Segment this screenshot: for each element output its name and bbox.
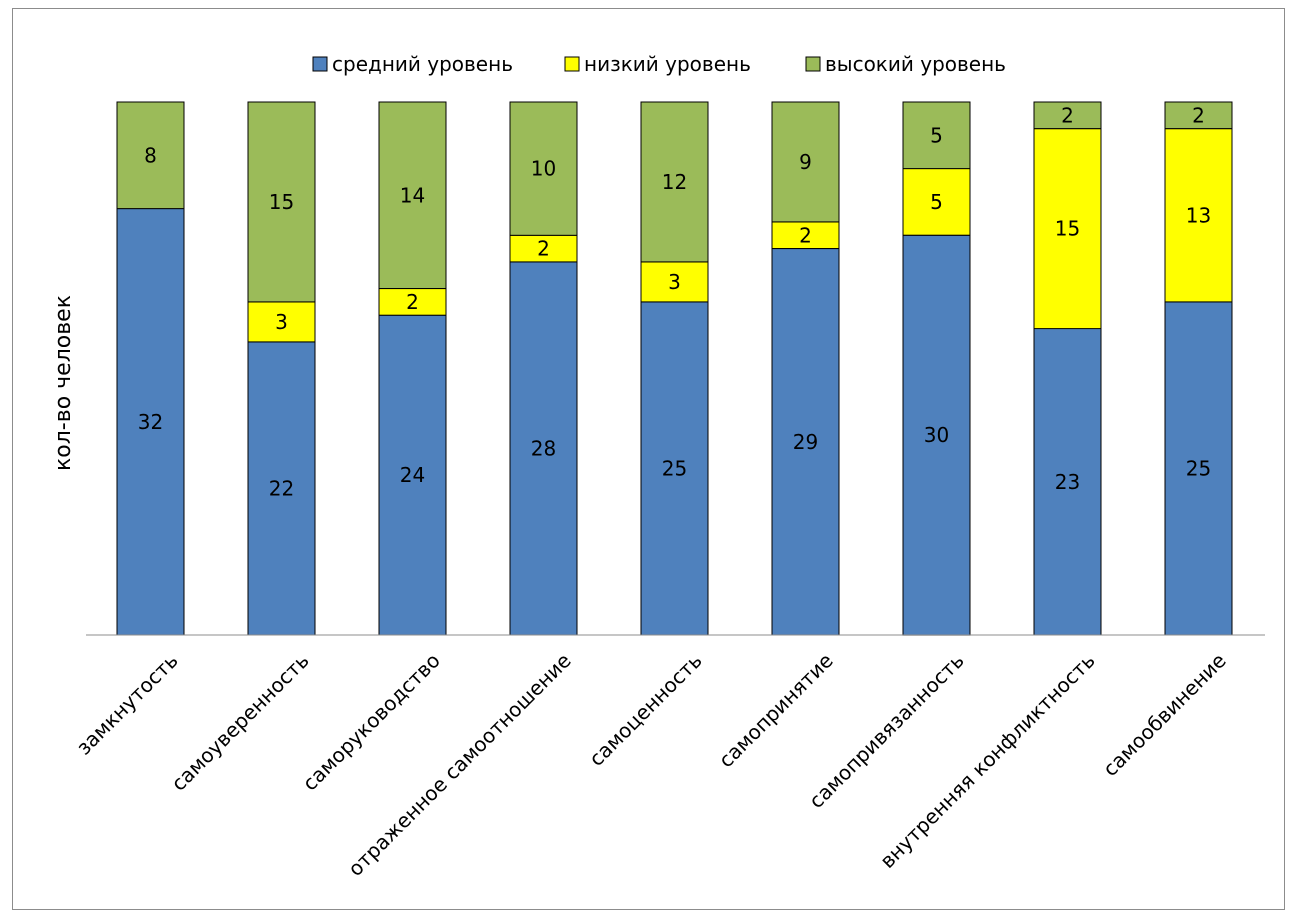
legend: средний уровень низкий уровень высокий уро… <box>312 52 1006 76</box>
data-label-1-9: 25 <box>1186 456 1211 480</box>
bar-segment-1-2 <box>247 341 316 636</box>
data-label-2-9: 13 <box>1186 203 1211 227</box>
bar-segment-3-9 <box>1164 101 1233 130</box>
data-label-1-7: 30 <box>924 423 949 447</box>
bar-segment-1-4 <box>509 261 578 636</box>
data-label-3-6: 9 <box>799 150 812 174</box>
data-label-3-5: 12 <box>662 170 687 194</box>
bar-segment-1-9 <box>1164 301 1233 636</box>
data-label-1-3: 24 <box>400 463 425 487</box>
legend-label-1: средний уровень <box>332 52 513 76</box>
bar-segment-1-1 <box>116 208 185 636</box>
x-tick-label-4: отраженное самоотношение <box>343 648 576 881</box>
bar-segment-2-4 <box>509 234 578 263</box>
bars <box>116 101 1233 636</box>
legend-swatch-3 <box>805 56 821 72</box>
bar-segment-3-6 <box>771 101 840 223</box>
data-label-2-4: 2 <box>537 237 550 261</box>
y-axis-label: кол-во человек <box>51 295 76 471</box>
data-label-1-6: 29 <box>793 430 818 454</box>
data-label-1-5: 25 <box>662 456 687 480</box>
bar-segment-2-8 <box>1033 128 1102 330</box>
bar-segment-3-2 <box>247 101 316 303</box>
x-tick-label-5: самоценность <box>584 648 707 771</box>
data-label-1-4: 28 <box>531 437 556 461</box>
x-tick-label-6: самопринятие <box>714 648 838 772</box>
data-label-3-2: 15 <box>269 190 294 214</box>
legend-swatch-1 <box>312 56 328 72</box>
legend-label-3: высокий уровень <box>825 52 1006 76</box>
bar-segment-3-8 <box>1033 101 1102 130</box>
data-label-3-4: 10 <box>531 157 556 181</box>
data-label-3-1: 8 <box>144 143 157 167</box>
x-axis: замкнутостьсамоуверенностьсаморуководств… <box>72 634 1265 881</box>
data-label-2-2: 3 <box>275 310 288 334</box>
bar-segment-2-2 <box>247 301 316 343</box>
data-label-2-7: 5 <box>930 190 943 214</box>
data-label-2-6: 2 <box>799 223 812 247</box>
data-label-2-8: 15 <box>1055 217 1080 241</box>
bar-segment-1-5 <box>640 301 709 636</box>
legend-swatch-2 <box>564 56 580 72</box>
data-label-3-7: 5 <box>930 123 943 147</box>
data-label-2-5: 3 <box>668 270 681 294</box>
bar-segment-2-3 <box>378 288 447 316</box>
x-tick-label-1: замкнутость <box>72 648 183 759</box>
bar-segment-1-7 <box>902 234 971 636</box>
data-label-3-9: 2 <box>1192 103 1205 127</box>
data-label-3-8: 2 <box>1061 103 1074 127</box>
bar-segment-2-9 <box>1164 128 1233 303</box>
bar-segment-2-7 <box>902 168 971 236</box>
bar-segment-3-7 <box>902 101 971 170</box>
data-labels: 3282231524214282102531229293055231522513… <box>138 103 1211 500</box>
x-tick-label-9: самообвинение <box>1098 648 1231 781</box>
data-label-1-2: 22 <box>269 476 294 500</box>
bar-segment-1-6 <box>771 248 840 636</box>
bar-segment-3-1 <box>116 101 185 210</box>
bar-segment-3-3 <box>378 101 447 289</box>
data-label-1-1: 32 <box>138 410 163 434</box>
bar-segment-2-6 <box>771 221 840 249</box>
data-label-2-3: 2 <box>406 290 419 314</box>
x-tick-label-8: внутренняя конфликтность <box>875 648 1100 873</box>
bar-segment-3-5 <box>640 101 709 263</box>
x-tick-label-2: самоуверенность <box>166 648 313 795</box>
legend-label-2: низкий уровень <box>584 52 751 76</box>
bar-segment-3-4 <box>509 101 578 236</box>
x-tick-label-3: саморуководство <box>298 648 445 795</box>
data-label-3-3: 14 <box>400 183 425 207</box>
data-label-1-8: 23 <box>1055 470 1080 494</box>
